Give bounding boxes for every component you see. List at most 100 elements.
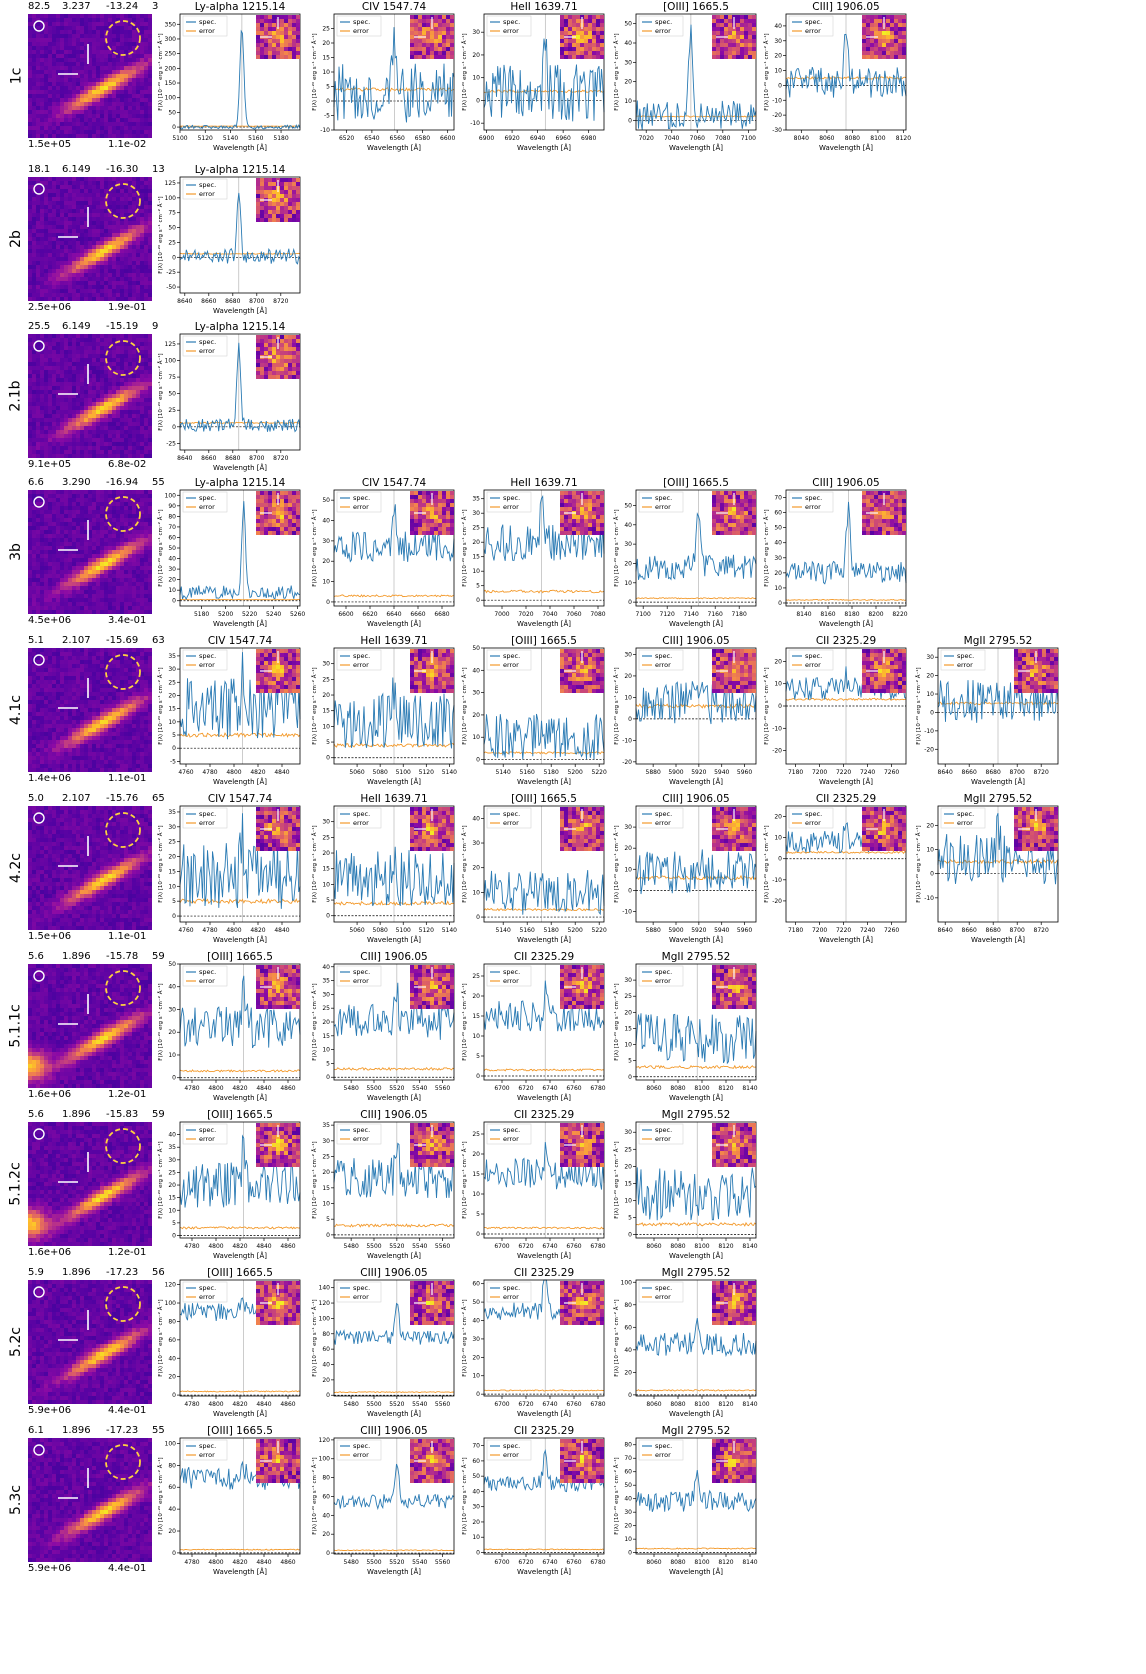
legend-label-error: error (805, 27, 821, 35)
y-tick-label: 10 (624, 866, 632, 873)
stamp-value-bl: 1.6e+06 (28, 1089, 72, 1100)
x-tick-label: 5160 (520, 769, 535, 776)
legend: spec.error (638, 965, 684, 987)
y-tick-label: 20 (322, 1377, 330, 1384)
x-tick-label: 5240 (266, 611, 281, 618)
y-tick-label: 0 (326, 1550, 330, 1557)
y-tick-label: 10 (322, 881, 330, 888)
inset-thumbnail (560, 491, 604, 535)
y-tick-label: 20 (168, 692, 176, 699)
panel-title: MgII 2795.52 (662, 1267, 731, 1279)
y-tick-label: 10 (472, 1191, 480, 1198)
x-tick-label: 8080 (670, 1401, 685, 1408)
x-axis-label: Wavelength [Å] (517, 619, 571, 628)
legend-label-error: error (655, 661, 671, 669)
x-tick-label: 8640 (938, 927, 953, 934)
legend-label-error: error (957, 819, 973, 827)
y-tick-label: 120 (319, 1300, 331, 1307)
stamp-value-tr: -17.23 (106, 1425, 139, 1436)
error-series (785, 599, 907, 601)
row-label-text: 4.2c (8, 853, 24, 883)
y-tick-label: 0 (172, 1550, 176, 1557)
x-tick-label: 5140 (223, 135, 238, 142)
y-tick-label: 0 (326, 1392, 330, 1399)
spectrum-panel: MgII 2795.52 8640 8660 8680 8700 8720 -20 -10 0 1… (914, 634, 1064, 797)
y-tick-label: 100 (165, 492, 177, 499)
x-tick-label: 8200 (868, 611, 883, 618)
y-tick-label: 0 (476, 97, 480, 104)
x-tick-label: 5100 (396, 927, 411, 934)
legend: spec.error (638, 1439, 684, 1461)
y-tick-label: 10 (624, 1197, 632, 1204)
y-tick-label: 10 (322, 723, 330, 730)
psf-circle (33, 1128, 45, 1140)
legend-label-error: error (353, 503, 369, 511)
panel-title: [OIII] 1665.5 (511, 793, 577, 805)
y-tick-label: 125 (165, 180, 177, 187)
error-series (937, 701, 1059, 706)
y-tick-label: 100 (165, 195, 177, 202)
y-tick-label: 20 (624, 673, 632, 680)
y-tick-label: 30 (168, 566, 176, 573)
y-tick-label: 0 (628, 716, 632, 723)
x-tick-label: 5960 (737, 769, 752, 776)
stamp-value-tm: 2.107 (62, 793, 91, 804)
legend: spec.error (182, 15, 228, 37)
y-tick-label: 40 (472, 1318, 480, 1325)
inset-thumbnail (256, 335, 300, 379)
y-tick-label: 90 (168, 503, 176, 510)
x-tick-label: 5880 (646, 927, 661, 934)
y-tick-label: 10 (774, 68, 782, 75)
spec-series (333, 1463, 455, 1511)
y-tick-label: 10 (472, 1534, 480, 1541)
panel-title: Ly-alpha 1215.14 (195, 477, 286, 489)
x-tick-label: 6700 (494, 1085, 509, 1092)
y-axis-label: F(λ) [10⁻²⁰ erg s⁻¹ cm⁻² Å⁻¹] (613, 825, 620, 902)
x-axis-label: Wavelength [Å] (213, 1093, 267, 1102)
stamp-value-tl: 25.5 (28, 321, 51, 332)
y-tick-label: 75 (168, 374, 176, 381)
legend: spec.error (182, 965, 228, 987)
x-tick-label: 5180 (194, 611, 209, 618)
y-tick-label: 40 (624, 1347, 632, 1354)
stamp-value-tc: 13 (152, 164, 165, 175)
spec-series (635, 1318, 757, 1358)
spectrum-panel: CII 2325.29 6700 6720 6740 6760 6780 0 10 20 30 40… (460, 1424, 610, 1587)
x-tick-label: 4800 (208, 1085, 223, 1092)
legend-label-error: error (655, 27, 671, 35)
legend: spec.error (182, 649, 228, 671)
y-axis-label: F(λ) [10⁻²⁰ erg s⁻¹ cm⁻² Å⁻¹] (157, 196, 164, 273)
y-tick-label: 60 (774, 510, 782, 517)
spec-series (333, 982, 455, 1040)
y-tick-label: 20 (624, 1163, 632, 1170)
x-tick-label: 4780 (184, 1085, 199, 1092)
spec-series (333, 1142, 455, 1199)
y-tick-label: 100 (621, 1279, 633, 1286)
panel-title: CIII] 1906.05 (360, 1267, 427, 1279)
plot-frame (179, 13, 301, 131)
legend-label-error: error (353, 977, 369, 985)
spec-series (785, 33, 907, 98)
error-series (333, 1223, 455, 1228)
x-tick-label: 8120 (896, 135, 911, 142)
y-tick-label: 15 (472, 1171, 480, 1178)
legend-label-spec: spec. (353, 1126, 370, 1134)
legend-label-error: error (503, 27, 519, 35)
x-tick-label: 8140 (742, 1401, 757, 1408)
y-tick-label: 0 (172, 1392, 176, 1399)
x-tick-label: 8660 (962, 769, 977, 776)
x-tick-label: 6780 (590, 1085, 605, 1092)
y-tick-label: 5 (172, 898, 176, 905)
y-axis-label: F(λ) [10⁻²⁰ erg s⁻¹ cm⁻² Å⁻¹] (311, 1457, 318, 1534)
row-label-text: 3b (7, 543, 24, 561)
y-tick-label: 30 (168, 1006, 176, 1013)
y-axis-label: F(λ) [10⁻²⁰ erg s⁻¹ cm⁻² Å⁻¹] (311, 667, 318, 744)
x-tick-label: 7220 (836, 927, 851, 934)
inset-thumbnail (560, 15, 604, 59)
spec-series (635, 1167, 757, 1221)
y-axis-label: F(λ) [10⁻²⁰ erg s⁻¹ cm⁻² Å⁻¹] (613, 983, 620, 1060)
y-tick-label: 5 (326, 84, 330, 91)
legend-label-error: error (199, 977, 215, 985)
x-tick-label: 8080 (845, 135, 860, 142)
x-tick-label: 6900 (479, 135, 494, 142)
